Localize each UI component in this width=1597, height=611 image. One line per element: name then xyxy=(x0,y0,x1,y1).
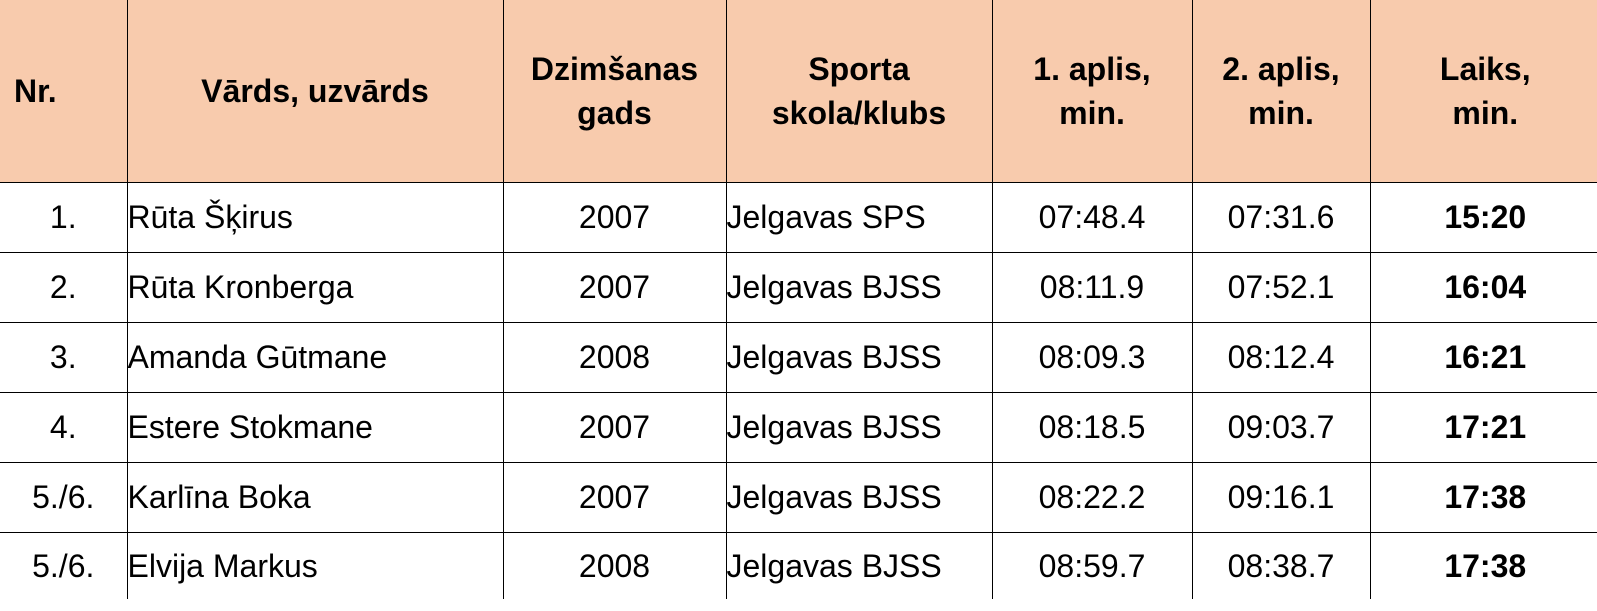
cell-time: 15:20 xyxy=(1369,182,1597,253)
table-row: 2. Rūta Kronberga 2007 Jelgavas BJSS 08:… xyxy=(0,252,1597,323)
cell-lap1: 08:18.5 xyxy=(991,392,1193,463)
table-row: 1. Rūta Šķirus 2007 Jelgavas SPS 07:48.4… xyxy=(0,182,1597,253)
cell-time: 17:38 xyxy=(1369,462,1597,533)
cell-nr: 5./6. xyxy=(0,532,128,599)
cell-lap2: 07:31.6 xyxy=(1191,182,1371,253)
header-lap2-line-2: min. xyxy=(1248,95,1314,131)
table-row: 5./6. Elvija Markus 2008 Jelgavas BJSS 0… xyxy=(0,532,1597,599)
cell-birth-year: 2007 xyxy=(502,462,727,533)
header-time-line-1: Laiks, xyxy=(1439,51,1531,87)
cell-name: Rūta Kronberga xyxy=(126,252,504,323)
header-row: Nr. Vārds, uzvārds Dzimšanas gads Sporta… xyxy=(0,0,1597,183)
cell-lap1: 07:48.4 xyxy=(991,182,1193,253)
header-birth-year-line-1: Dzimšanas xyxy=(530,51,699,87)
cell-club: Jelgavas BJSS xyxy=(725,532,993,599)
header-lap1-line-2: min. xyxy=(1059,95,1125,131)
cell-nr: 5./6. xyxy=(0,462,128,533)
cell-time: 17:21 xyxy=(1369,392,1597,463)
cell-time: 17:38 xyxy=(1369,532,1597,599)
table-row: 4. Estere Stokmane 2007 Jelgavas BJSS 08… xyxy=(0,392,1597,463)
cell-name: Karlīna Boka xyxy=(126,462,504,533)
header-club-line-2: skola/klubs xyxy=(771,95,947,131)
cell-name: Estere Stokmane xyxy=(126,392,504,463)
cell-lap1: 08:09.3 xyxy=(991,322,1193,393)
cell-time: 16:04 xyxy=(1369,252,1597,323)
cell-nr: 1. xyxy=(0,182,128,253)
table-row: 3. Amanda Gūtmane 2008 Jelgavas BJSS 08:… xyxy=(0,322,1597,393)
header-name-line-1: Vārds, uzvārds xyxy=(201,73,429,109)
cell-lap2: 09:16.1 xyxy=(1191,462,1371,533)
header-birth-year: Dzimšanas gads xyxy=(502,0,727,183)
cell-club: Jelgavas BJSS xyxy=(725,462,993,533)
header-lap2-line-1: 2. aplis, xyxy=(1222,51,1340,87)
cell-nr: 3. xyxy=(0,322,128,393)
header-nr: Nr. xyxy=(0,0,128,183)
cell-lap2: 08:38.7 xyxy=(1191,532,1371,599)
cell-club: Jelgavas BJSS xyxy=(725,392,993,463)
header-time-line-2: min. xyxy=(1452,95,1519,131)
cell-nr: 2. xyxy=(0,252,128,323)
cell-lap2: 08:12.4 xyxy=(1191,322,1371,393)
cell-birth-year: 2007 xyxy=(502,392,727,463)
cell-name: Rūta Šķirus xyxy=(126,182,504,253)
cell-lap1: 08:22.2 xyxy=(991,462,1193,533)
cell-club: Jelgavas BJSS xyxy=(725,322,993,393)
cell-lap2: 09:03.7 xyxy=(1191,392,1371,463)
cell-nr: 4. xyxy=(0,392,128,463)
cell-time: 16:21 xyxy=(1369,322,1597,393)
header-club-line-1: Sporta xyxy=(808,51,910,87)
cell-birth-year: 2008 xyxy=(502,322,727,393)
cell-name: Elvija Markus xyxy=(126,532,504,599)
cell-lap1: 08:11.9 xyxy=(991,252,1193,323)
cell-birth-year: 2007 xyxy=(502,252,727,323)
cell-name: Amanda Gūtmane xyxy=(126,322,504,393)
header-lap2: 2. aplis, min. xyxy=(1191,0,1371,183)
cell-lap1: 08:59.7 xyxy=(991,532,1193,599)
header-name: Vārds, uzvārds xyxy=(126,0,504,183)
header-birth-year-line-2: gads xyxy=(577,95,652,131)
header-nr-line-1: Nr. xyxy=(14,73,57,109)
header-lap1: 1. aplis, min. xyxy=(991,0,1193,183)
cell-club: Jelgavas SPS xyxy=(725,182,993,253)
header-lap1-line-1: 1. aplis, xyxy=(1033,51,1151,87)
cell-birth-year: 2008 xyxy=(502,532,727,599)
header-time: Laiks, min. xyxy=(1369,0,1597,183)
cell-lap2: 07:52.1 xyxy=(1191,252,1371,323)
table-row: 5./6. Karlīna Boka 2007 Jelgavas BJSS 08… xyxy=(0,462,1597,533)
cell-club: Jelgavas BJSS xyxy=(725,252,993,323)
cell-birth-year: 2007 xyxy=(502,182,727,253)
header-club: Sporta skola/klubs xyxy=(725,0,993,183)
